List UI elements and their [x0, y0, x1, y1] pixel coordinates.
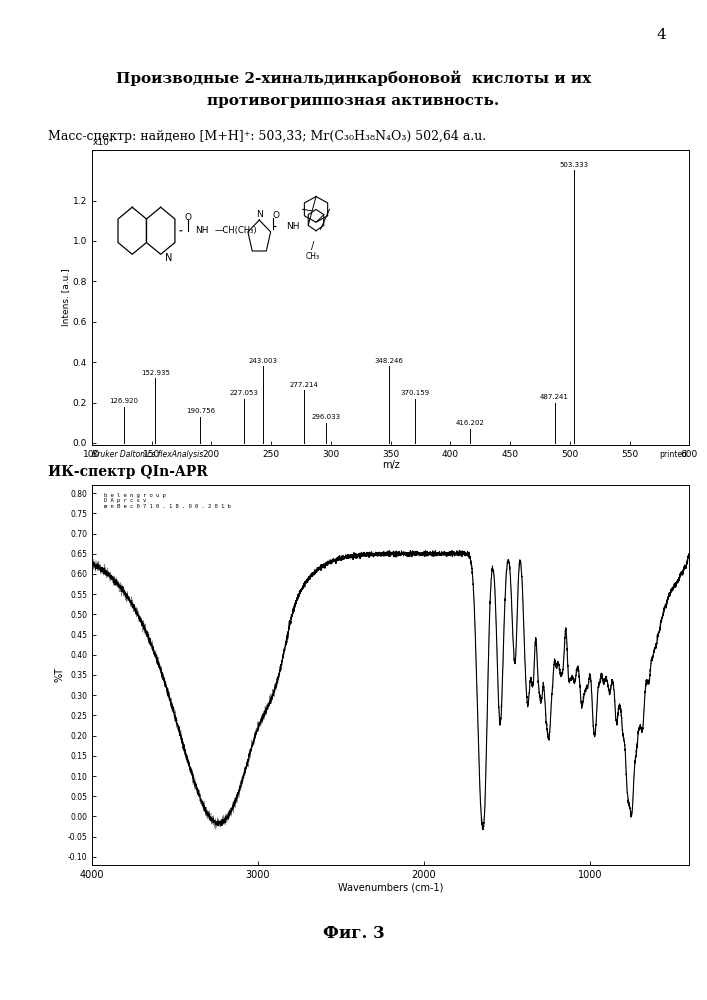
Text: 503.333: 503.333 [559, 162, 588, 168]
Text: 370.159: 370.159 [400, 390, 429, 396]
Text: 348.246: 348.246 [374, 358, 403, 364]
X-axis label: Wavenumbers (cm-1): Wavenumbers (cm-1) [338, 883, 443, 893]
Text: противогриппозная активность.: противогриппозная активность. [207, 94, 500, 108]
Text: 243.003: 243.003 [248, 358, 277, 364]
Text: Фиг. 3: Фиг. 3 [322, 925, 385, 942]
Text: ИК-спектр QIn-APR: ИК-спектр QIn-APR [48, 465, 208, 479]
Text: Масс-спектр: найдено [M+H]⁺: 503,33; Mr(C₃₀H₃₈N₄O₃) 502,64 a.u.: Масс-спектр: найдено [M+H]⁺: 503,33; Mr(… [48, 130, 486, 143]
X-axis label: m/z: m/z [382, 460, 399, 470]
Text: printed:: printed: [659, 450, 689, 459]
Text: Производные 2-хинальдинкарбоновой  кислоты и их: Производные 2-хинальдинкарбоновой кислот… [116, 70, 591, 86]
Text: Bruker Daltonics flexAnalysis: Bruker Daltonics flexAnalysis [92, 450, 203, 459]
Text: 277.214: 277.214 [289, 382, 318, 388]
Y-axis label: %T: %T [54, 668, 64, 682]
Text: 227.053: 227.053 [229, 390, 258, 396]
Text: 4: 4 [656, 28, 666, 42]
Text: x10⁴: x10⁴ [93, 138, 113, 147]
Text: 152.935: 152.935 [141, 370, 170, 376]
Text: 126.920: 126.920 [110, 398, 139, 404]
Y-axis label: Intens. [a.u.]: Intens. [a.u.] [61, 269, 70, 326]
Text: 416.202: 416.202 [455, 420, 484, 426]
Text: b e l e n g r o u p
D A p r c s v
m n B e c 0 7 1 0 . 1 8 . 0 0 . 2 0 1 b: b e l e n g r o u p D A p r c s v m n B … [104, 493, 230, 509]
Text: 190.756: 190.756 [186, 408, 215, 414]
Text: 487.241: 487.241 [540, 394, 569, 400]
Text: 296.033: 296.033 [312, 414, 341, 420]
